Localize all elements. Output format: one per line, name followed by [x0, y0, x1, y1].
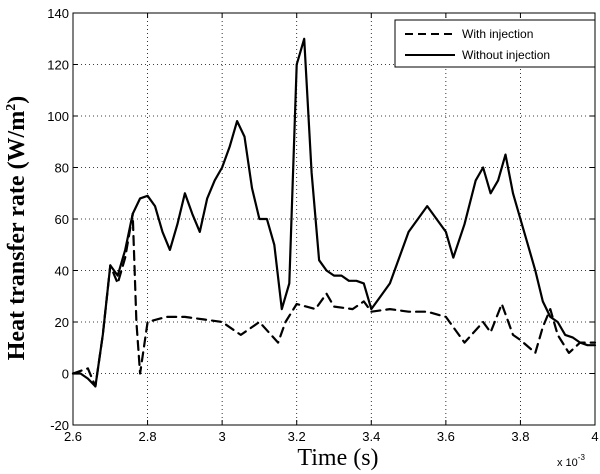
series-line-without-injection — [71, 37, 597, 388]
series-line-with-injection — [71, 212, 597, 388]
x-tick-label: 3 — [219, 429, 226, 444]
x-multiplier-label: x 10-3 — [557, 453, 585, 469]
x-multiplier-exponent: -3 — [578, 453, 586, 462]
x-tick-label: 2.6 — [64, 429, 82, 444]
legend-label-without-injection: Without injection — [462, 48, 550, 62]
x-axis-title: Time (s) — [297, 445, 378, 471]
x-tick-label: 3.2 — [288, 429, 306, 444]
y-axis-title-main: Heat transfer rate (W/m — [4, 111, 30, 360]
y-axis-title-close: ) — [4, 96, 30, 104]
y-axis-title-superscript: 2 — [4, 104, 19, 111]
y-tick-label: 120 — [47, 58, 69, 73]
y-tick-label: 140 — [47, 6, 69, 21]
x-tick-label: 4 — [591, 429, 598, 444]
legend-label-with-injection: With injection — [462, 27, 533, 41]
legend: With injection Without injection — [394, 19, 596, 68]
x-tick-label: 3.4 — [362, 429, 380, 444]
y-tick-labels: -20 0 20 40 60 80 100 120 140 — [47, 6, 69, 433]
y-tick-label: 80 — [55, 161, 69, 176]
y-tick-label: 100 — [47, 109, 69, 124]
y-tick-label: 0 — [62, 367, 69, 382]
x-tick-label: 3.6 — [437, 429, 455, 444]
legend-box — [394, 19, 596, 68]
y-tick-label: 40 — [55, 264, 69, 279]
x-tick-labels: 2.6 2.8 3 3.2 3.4 3.6 3.8 4 — [64, 429, 599, 444]
series-layer — [71, 37, 597, 388]
x-tick-label: 3.8 — [511, 429, 529, 444]
y-axis-title: Heat transfer rate (W/m2) — [4, 96, 30, 360]
y-tick-label: 60 — [55, 212, 69, 227]
x-tick-label: 2.8 — [139, 429, 157, 444]
y-tick-label: -20 — [50, 418, 69, 433]
y-tick-label: 20 — [55, 315, 69, 330]
